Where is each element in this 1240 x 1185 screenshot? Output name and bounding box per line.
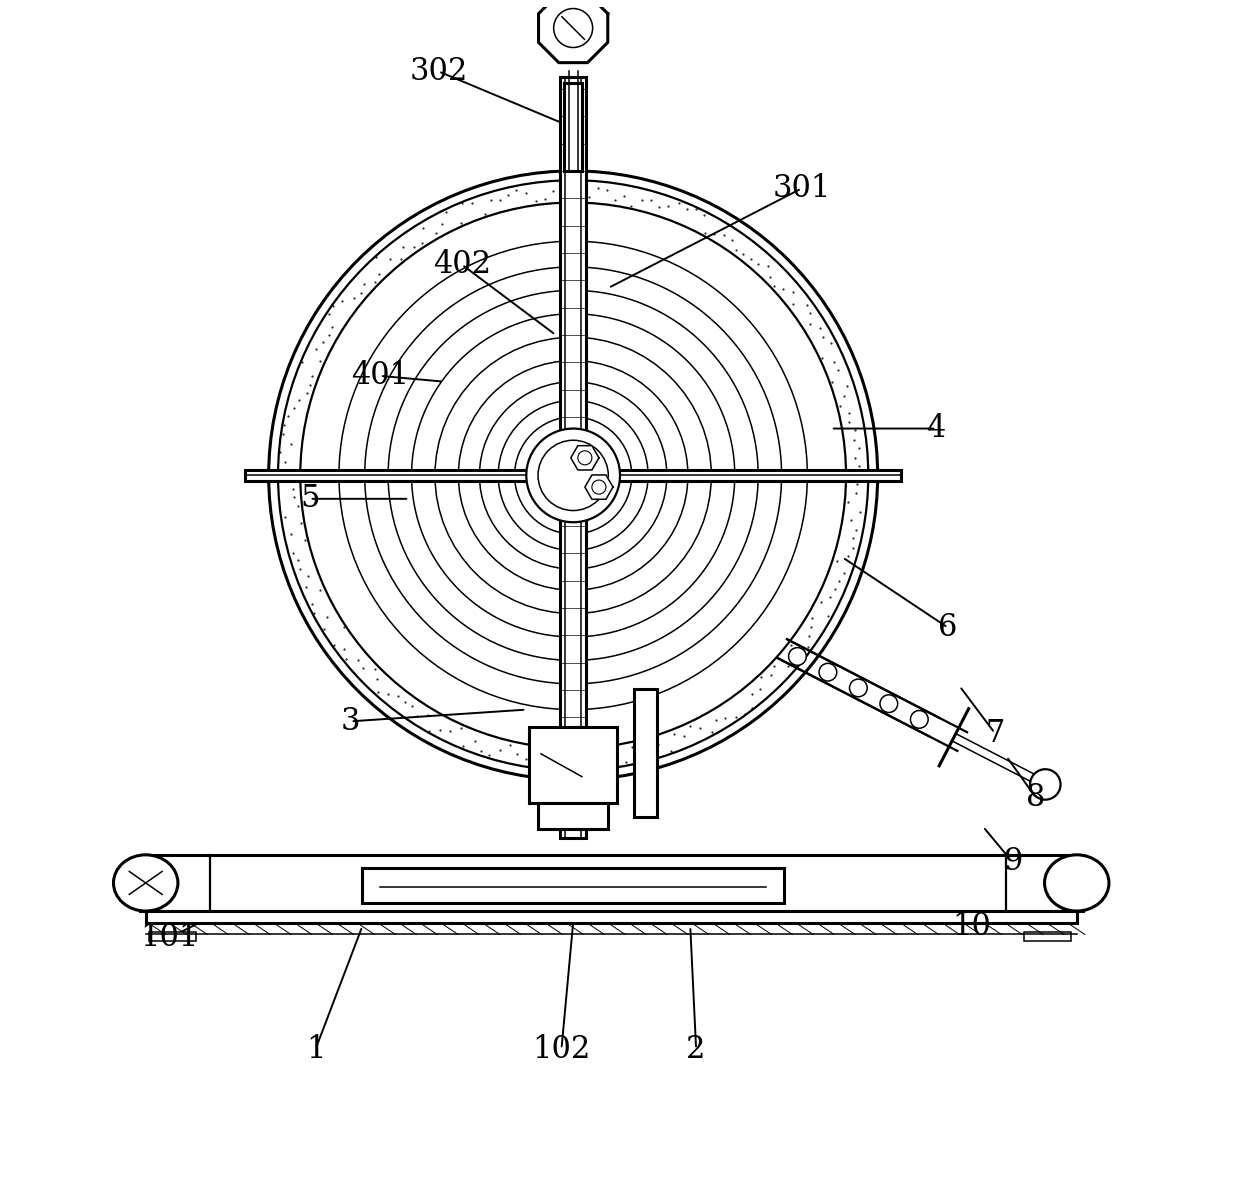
Bar — [529, 728, 618, 803]
Bar — [560, 728, 587, 783]
Bar — [560, 77, 587, 839]
Circle shape — [526, 429, 620, 523]
Text: 9: 9 — [1003, 846, 1022, 877]
Text: 5: 5 — [300, 483, 320, 514]
Text: 1: 1 — [306, 1033, 325, 1065]
Circle shape — [1030, 769, 1060, 800]
Polygon shape — [538, 0, 608, 63]
Text: 6: 6 — [939, 613, 957, 643]
Bar — [538, 803, 609, 830]
Circle shape — [849, 679, 867, 697]
Text: 101: 101 — [140, 922, 198, 954]
Circle shape — [910, 711, 929, 729]
Ellipse shape — [1044, 854, 1109, 911]
Text: 10: 10 — [952, 911, 991, 942]
Text: 2: 2 — [687, 1033, 706, 1065]
Text: 102: 102 — [532, 1033, 590, 1065]
Ellipse shape — [114, 854, 177, 911]
Bar — [149, 933, 196, 942]
Bar — [634, 688, 657, 818]
Circle shape — [820, 664, 837, 681]
Circle shape — [789, 648, 806, 665]
Bar — [246, 469, 901, 481]
Text: 401: 401 — [351, 360, 409, 391]
Text: 8: 8 — [1025, 782, 1045, 813]
Text: 4: 4 — [926, 414, 946, 444]
Bar — [362, 867, 784, 903]
Text: 3: 3 — [341, 706, 361, 737]
Circle shape — [880, 694, 898, 712]
Bar — [564, 83, 582, 171]
Bar — [140, 854, 1083, 911]
Bar — [146, 911, 1076, 923]
Bar — [1024, 933, 1071, 942]
Text: 402: 402 — [433, 249, 491, 280]
Polygon shape — [585, 475, 613, 499]
Text: 7: 7 — [985, 718, 1004, 749]
Text: 302: 302 — [409, 56, 467, 87]
Text: 301: 301 — [773, 173, 831, 204]
Polygon shape — [570, 446, 599, 470]
